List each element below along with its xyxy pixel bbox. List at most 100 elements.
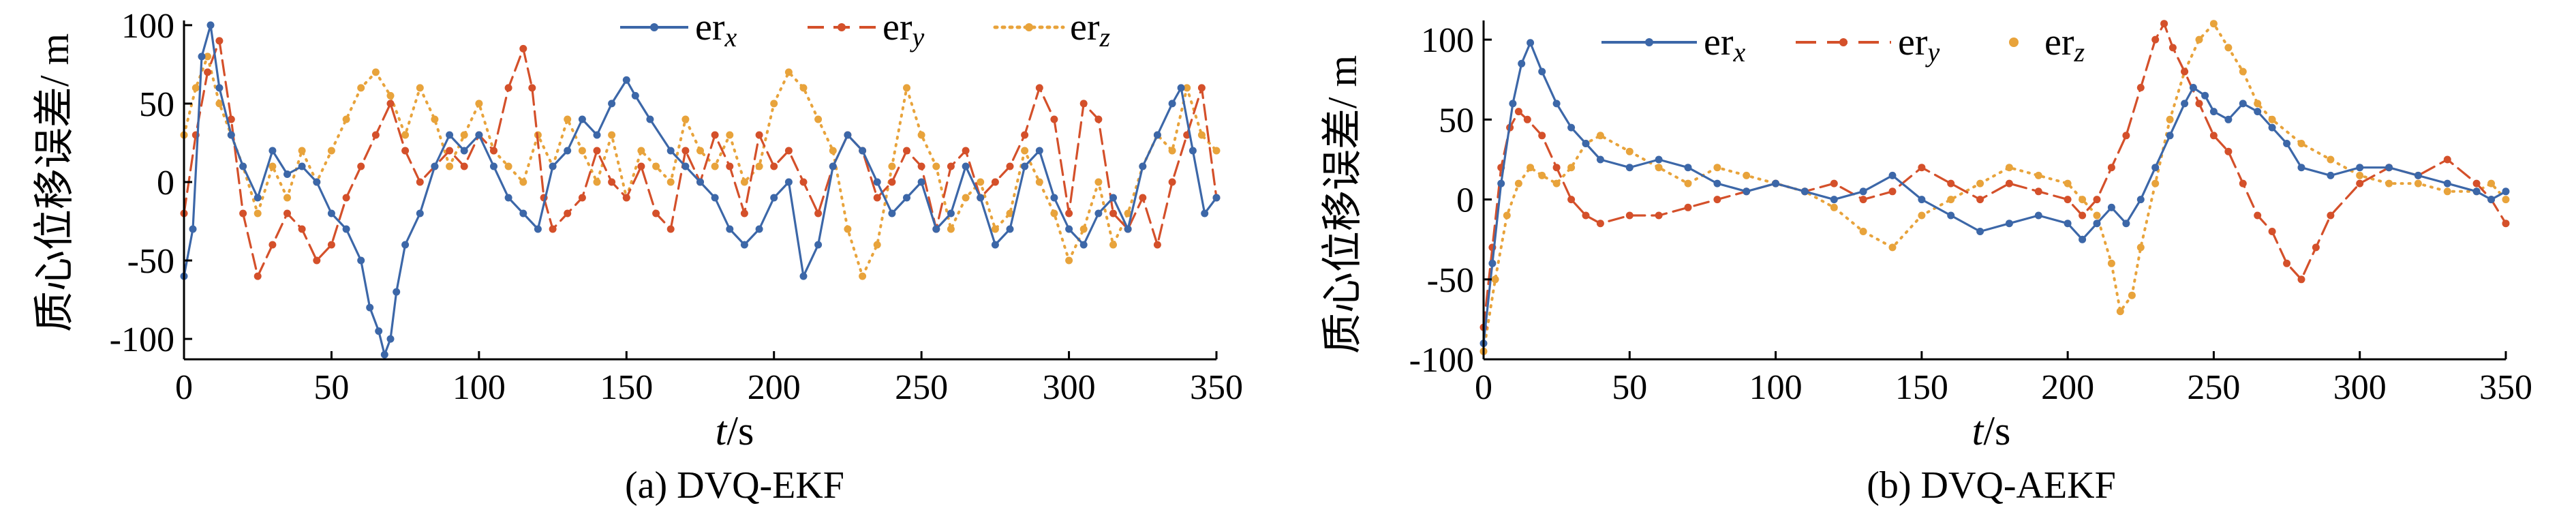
- point-b-erz-31: [2136, 243, 2145, 252]
- point-a-erx-18: [386, 335, 395, 343]
- point-b-ery-12: [1655, 211, 1663, 220]
- y-tick-label-b-3: 50: [1439, 101, 1474, 140]
- point-b-erz-19: [1888, 243, 1897, 252]
- point-b-erx-9: [1582, 140, 1590, 147]
- point-a-erx-75: [1201, 209, 1209, 217]
- point-a-erz-8: [283, 194, 291, 202]
- point-b-ery-40: [2254, 211, 2262, 220]
- point-a-ery-4: [227, 115, 235, 123]
- legend-b-ery-label: ery: [1898, 21, 1940, 68]
- point-b-erz-12: [1684, 179, 1692, 188]
- point-b-erz-3: [1514, 179, 1522, 188]
- point-b-erz-17: [1830, 203, 1838, 211]
- point-a-erz-36: [696, 147, 704, 155]
- panel-b-xlabel: t/s: [1972, 408, 2011, 453]
- point-a-erx-71: [1153, 131, 1161, 139]
- point-a-erz-43: [799, 84, 808, 92]
- point-a-erx-16: [375, 327, 383, 335]
- point-b-erx-13: [1684, 164, 1692, 172]
- point-a-erz-52: [932, 162, 940, 170]
- x-tick-label-a-2: 100: [453, 368, 506, 407]
- point-a-erx-6: [239, 162, 247, 170]
- series-line-a-erx: [183, 24, 1218, 356]
- point-a-erx-11: [313, 178, 321, 186]
- point-b-ery-29: [2107, 164, 2115, 172]
- point-a-erz-62: [1079, 225, 1088, 233]
- point-b-erz-33: [2166, 115, 2174, 123]
- point-b-erz-37: [2224, 44, 2233, 52]
- point-a-ery-34: [652, 209, 660, 217]
- point-b-erx-48: [2443, 179, 2451, 188]
- x-tick-label-a-6: 300: [1043, 368, 1096, 407]
- point-b-erx-38: [2224, 115, 2233, 123]
- point-a-ery-61: [1050, 115, 1058, 123]
- point-b-ery-23: [1976, 196, 1984, 204]
- point-a-erz-64: [1109, 241, 1117, 249]
- point-b-erx-41: [2268, 123, 2276, 132]
- point-a-ery-57: [991, 178, 999, 186]
- point-a-erz-34: [666, 178, 675, 186]
- point-a-erz-68: [1168, 147, 1176, 155]
- point-a-erx-46: [784, 178, 793, 186]
- point-b-erz-2: [1503, 211, 1511, 220]
- point-b-erx-12: [1655, 155, 1663, 164]
- x-tick-label-b-7: 350: [2479, 368, 2532, 407]
- x-tick-label-b-4: 200: [2041, 368, 2094, 407]
- x-tick-label-a-3: 150: [600, 368, 653, 407]
- point-a-erz-3: [215, 100, 224, 108]
- panel-a-axes: [183, 20, 1218, 361]
- point-b-erx-18: [1830, 196, 1838, 204]
- point-b-erx-28: [2093, 220, 2101, 228]
- point-b-erz-22: [1976, 179, 1984, 188]
- point-a-ery-44: [799, 178, 808, 186]
- point-b-ery-5: [1523, 115, 1531, 123]
- point-b-erz-10: [1625, 147, 1634, 155]
- x-tick-label-b-3: 150: [1895, 368, 1948, 407]
- point-a-ery-39: [726, 162, 734, 170]
- point-a-erz-29: [593, 178, 601, 186]
- point-b-erz-39: [2254, 100, 2262, 108]
- point-a-erz-1: [191, 84, 200, 92]
- point-b-erx-8: [1567, 123, 1576, 132]
- point-b-ery-21: [1918, 164, 1926, 172]
- point-b-erz-29: [2116, 308, 2124, 316]
- point-a-ery-54: [947, 162, 955, 170]
- point-b-erz-23: [2005, 164, 2013, 172]
- point-a-ery-64: [1094, 115, 1103, 123]
- point-b-erz-42: [2327, 155, 2335, 164]
- point-a-ery-25: [528, 84, 536, 92]
- point-b-erx-16: [1772, 179, 1780, 188]
- x-tick-label-b-2: 100: [1749, 368, 1803, 407]
- point-a-ery-45: [814, 209, 823, 217]
- point-b-erx-43: [2297, 164, 2305, 172]
- point-a-erz-55: [977, 178, 985, 186]
- point-b-erx-3: [1509, 100, 1517, 108]
- point-b-erz-49: [2502, 196, 2510, 204]
- point-a-erz-16: [401, 131, 410, 139]
- point-a-ery-7: [269, 241, 277, 249]
- point-a-ery-23: [504, 84, 512, 92]
- point-b-ery-19: [1859, 196, 1867, 204]
- point-a-erx-20: [401, 241, 410, 249]
- x-tick-label-b-1: 50: [1612, 368, 1647, 407]
- point-a-erz-2: [204, 52, 212, 61]
- point-a-ery-63: [1079, 100, 1088, 108]
- point-a-ery-51: [903, 147, 910, 155]
- point-a-erx-57: [947, 209, 955, 217]
- point-a-erx-55: [917, 178, 925, 186]
- panel-a-series-layer: [180, 21, 1221, 359]
- point-a-erx-10: [298, 162, 306, 170]
- point-a-ery-41: [755, 131, 763, 139]
- point-a-erz-27: [564, 115, 572, 123]
- point-b-erx-4: [1518, 59, 1526, 68]
- point-b-erz-18: [1859, 228, 1867, 235]
- point-a-erx-73: [1177, 84, 1185, 92]
- point-a-erx-47: [799, 272, 808, 280]
- point-b-erz-28: [2107, 259, 2115, 267]
- y-tick-label-b-2: 0: [1456, 181, 1474, 220]
- y-tick-label-b-1: -50: [1427, 261, 1474, 300]
- point-a-ery-2: [204, 68, 212, 76]
- point-a-erx-72: [1168, 100, 1176, 108]
- point-b-ery-22: [1947, 179, 1955, 188]
- point-a-erx-26: [490, 162, 497, 170]
